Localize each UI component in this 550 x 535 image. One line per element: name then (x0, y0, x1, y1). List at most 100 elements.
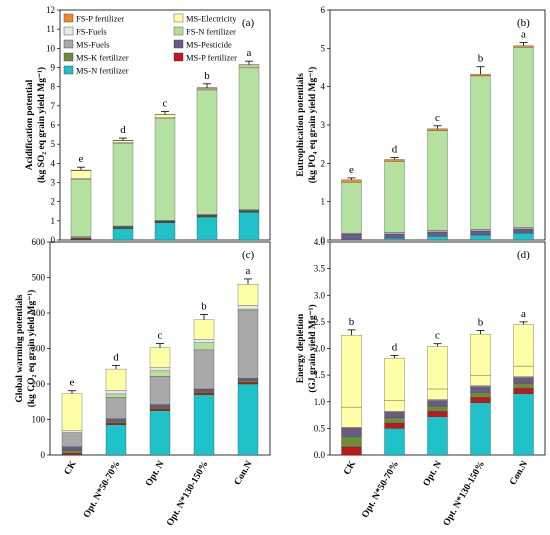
y-axis-label: (kg PO₄ eq grain yield Mg⁻¹) (307, 67, 318, 184)
legend-label: MS-N fertilizer (76, 66, 129, 76)
y-tick-label: 4 (321, 82, 326, 92)
legend-swatch (64, 40, 73, 48)
bar-segment (342, 428, 362, 436)
bar-segment (150, 409, 170, 411)
panel-letter: (a) (242, 17, 255, 29)
significance-letter: b (349, 316, 355, 328)
y-tick-label: 10 (46, 43, 56, 53)
bar-segment (385, 428, 405, 455)
y-tick-label: 7 (51, 101, 56, 111)
bar-segment (428, 131, 448, 231)
significance-letter: c (435, 330, 440, 342)
y-tick-label: 1.0 (314, 397, 326, 407)
bar-segment (194, 395, 214, 455)
bar-segment (428, 417, 448, 455)
bar-segment (428, 129, 448, 131)
bar-segment (62, 453, 82, 455)
bar-segment (106, 369, 126, 390)
x-tick-label: Con.N (233, 459, 255, 487)
legend-swatch (64, 66, 73, 74)
bar-segment (150, 348, 170, 368)
bar-segment (150, 376, 170, 404)
y-tick-label: 2 (321, 158, 326, 168)
bar-segment (514, 229, 534, 233)
bar-segment (514, 227, 534, 229)
x-tick-label: Con.N (508, 459, 530, 487)
significance-letter: d (392, 144, 398, 156)
bar-segment (342, 182, 362, 233)
bar-segment (428, 346, 448, 389)
bar-segment (106, 423, 126, 425)
bar-segment (150, 407, 170, 409)
y-axis-label: Acidification potential (25, 79, 35, 170)
bar-segment (239, 68, 259, 210)
bar-segment (71, 237, 91, 238)
bar-segment (194, 391, 214, 393)
bar-segment (385, 234, 405, 238)
significance-letter: a (246, 265, 251, 277)
bar-segment (113, 229, 133, 241)
bar-segment (471, 387, 491, 392)
legend-swatch (174, 14, 183, 22)
bar-segment (113, 141, 133, 143)
significance-letter: e (349, 164, 354, 176)
legend-swatch (64, 53, 73, 61)
bar-segment (238, 382, 258, 384)
bar-segment (428, 411, 448, 416)
panel-letter: (b) (517, 17, 530, 29)
significance-letter: b (204, 70, 210, 82)
y-tick-label: 6 (51, 120, 56, 130)
y-tick-label: 3 (321, 120, 326, 130)
bar-segment (342, 427, 362, 428)
significance-letter: a (521, 29, 526, 41)
panel-letter: (c) (242, 249, 255, 261)
y-tick-label: 3.0 (314, 290, 326, 300)
y-tick-label: 4.0 (314, 237, 326, 247)
x-tick-label: Opt. N*130-150% (165, 460, 210, 529)
bar-segment (106, 394, 126, 398)
bar-segment (238, 306, 258, 310)
bar-segment (385, 411, 405, 412)
bar-segment (471, 397, 491, 402)
bar-segment (62, 450, 82, 453)
bar-segment (238, 284, 258, 305)
bar-segment (428, 406, 448, 411)
bar-segment (471, 386, 491, 387)
bar-segment (62, 433, 82, 447)
x-tick-label: Opt. N*130-150% (442, 460, 487, 529)
bar-segment (385, 423, 405, 428)
bar-segment (471, 392, 491, 397)
legend-label: MS-Electricity (186, 14, 237, 24)
bar-segment (385, 161, 405, 232)
significance-letter: c (435, 112, 440, 124)
y-axis-label: Energy depletion (296, 313, 306, 383)
bar-segment (471, 235, 491, 240)
bar-segment (150, 367, 170, 371)
bar-segment (385, 160, 405, 162)
x-tick-label: CK (342, 459, 358, 477)
y-tick-label: 3 (51, 178, 56, 188)
bar-segment (155, 115, 175, 118)
bar-segment (155, 223, 175, 240)
y-tick-label: 500 (32, 273, 46, 283)
bar-segment (150, 405, 170, 407)
bar-segment (194, 350, 214, 389)
legend-swatch (174, 53, 183, 61)
significance-letter: d (113, 352, 119, 364)
bar-segment (514, 383, 534, 388)
y-tick-label: 0.5 (314, 423, 326, 433)
bar-segment (194, 343, 214, 350)
y-axis-label: (GJ grain yield Mg⁻¹) (307, 304, 318, 392)
bar-segment (342, 436, 362, 447)
y-tick-label: 3.5 (314, 264, 326, 274)
bar-segment (239, 65, 259, 67)
bar-segment (194, 339, 214, 343)
y-tick-label: 0 (41, 450, 46, 460)
y-tick-label: 0 (51, 235, 56, 245)
bar-segment (71, 171, 91, 179)
bar-segment (514, 46, 534, 48)
